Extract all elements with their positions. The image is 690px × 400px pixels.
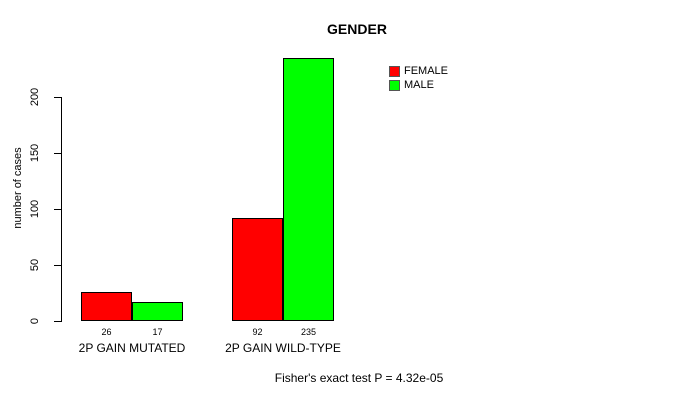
y-tick	[54, 153, 61, 154]
category-label: 2P GAIN MUTATED	[78, 341, 186, 355]
bar-value-label: 17	[152, 327, 163, 337]
legend-swatch-icon	[389, 79, 400, 91]
legend-item-female: FEMALE	[389, 64, 448, 78]
y-axis-line	[61, 97, 62, 322]
statistic-annotation: Fisher's exact test P = 4.32e-05	[274, 371, 444, 385]
bar-value-label: 235	[300, 327, 317, 337]
legend-swatch-icon	[389, 65, 400, 77]
legend-label: FEMALE	[404, 65, 449, 77]
y-tick-label: 200	[29, 87, 41, 107]
y-tick	[54, 97, 61, 98]
bar-male-1	[132, 302, 183, 321]
y-tick-label: 100	[29, 199, 41, 219]
category-label: 2P GAIN WILD-TYPE	[225, 341, 341, 355]
y-tick-label: 50	[29, 258, 41, 272]
bar-male-2	[283, 58, 334, 321]
bar-value-label: 26	[101, 327, 112, 337]
y-tick-label: 150	[29, 143, 41, 163]
y-axis-label: number of cases	[12, 147, 24, 229]
y-tick	[54, 209, 61, 210]
bar-female-2	[232, 218, 283, 321]
legend: FEMALE MALE	[389, 64, 448, 92]
bar-female-1	[81, 292, 132, 321]
bar-value-label: 92	[252, 327, 263, 337]
y-tick	[54, 265, 61, 266]
y-tick-label: 0	[29, 317, 41, 325]
legend-label: MALE	[404, 79, 434, 91]
y-tick	[54, 321, 61, 322]
chart-title: GENDER	[327, 21, 387, 37]
legend-item-male: MALE	[389, 78, 448, 92]
